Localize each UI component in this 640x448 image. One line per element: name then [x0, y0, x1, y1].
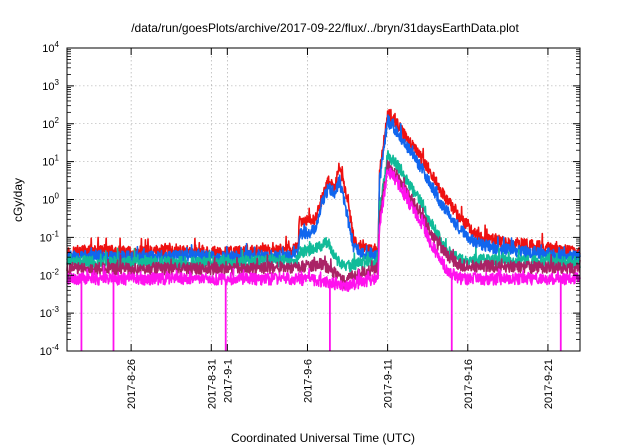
x-axis: 2017-8-26 2017-8-31 2017-9-1 2017-9-6 2017-9…	[126, 48, 555, 409]
series-line-3	[66, 150, 581, 273]
series-line-1	[66, 108, 581, 259]
y-tick-label: 103	[42, 78, 59, 93]
x-tick-label: 2017-9-11	[383, 359, 395, 408]
y-tick-label: 10-1	[40, 229, 60, 244]
series-line-5	[66, 167, 581, 292]
y-tick-label: 10-4	[40, 343, 60, 358]
series-line-4	[66, 159, 581, 290]
x-axis-label: Coordinated Universal Time (UTC)	[231, 431, 415, 445]
chart-grid	[67, 48, 580, 351]
y-tick-label: 101	[42, 154, 59, 169]
y-tick-label: 100	[42, 192, 59, 207]
x-tick-label: 2017-9-16	[463, 359, 475, 409]
x-tick-label: 2017-9-21	[543, 359, 555, 409]
x-tick-label: 2017-9-6	[302, 359, 314, 403]
plot-area	[66, 108, 581, 351]
x-tick-label: 2017-8-31	[206, 359, 218, 409]
y-tick-label: 10-2	[40, 267, 60, 282]
y-tick-label: 10-3	[40, 305, 60, 320]
x-tick-label: 2017-8-26	[126, 359, 138, 409]
x-tick-label: 2017-9-1	[222, 359, 234, 403]
chart-title: /data/run/goesPlots/archive/2017-09-22/f…	[131, 21, 519, 35]
y-axis-label: cGy/day	[11, 178, 25, 222]
y-axis: 10-4 10-3 10-2 10-1 100 101 102 103 104	[40, 40, 580, 358]
y-tick-label: 102	[42, 116, 59, 131]
y-tick-label: 104	[42, 40, 59, 55]
series-line-2	[66, 114, 581, 264]
